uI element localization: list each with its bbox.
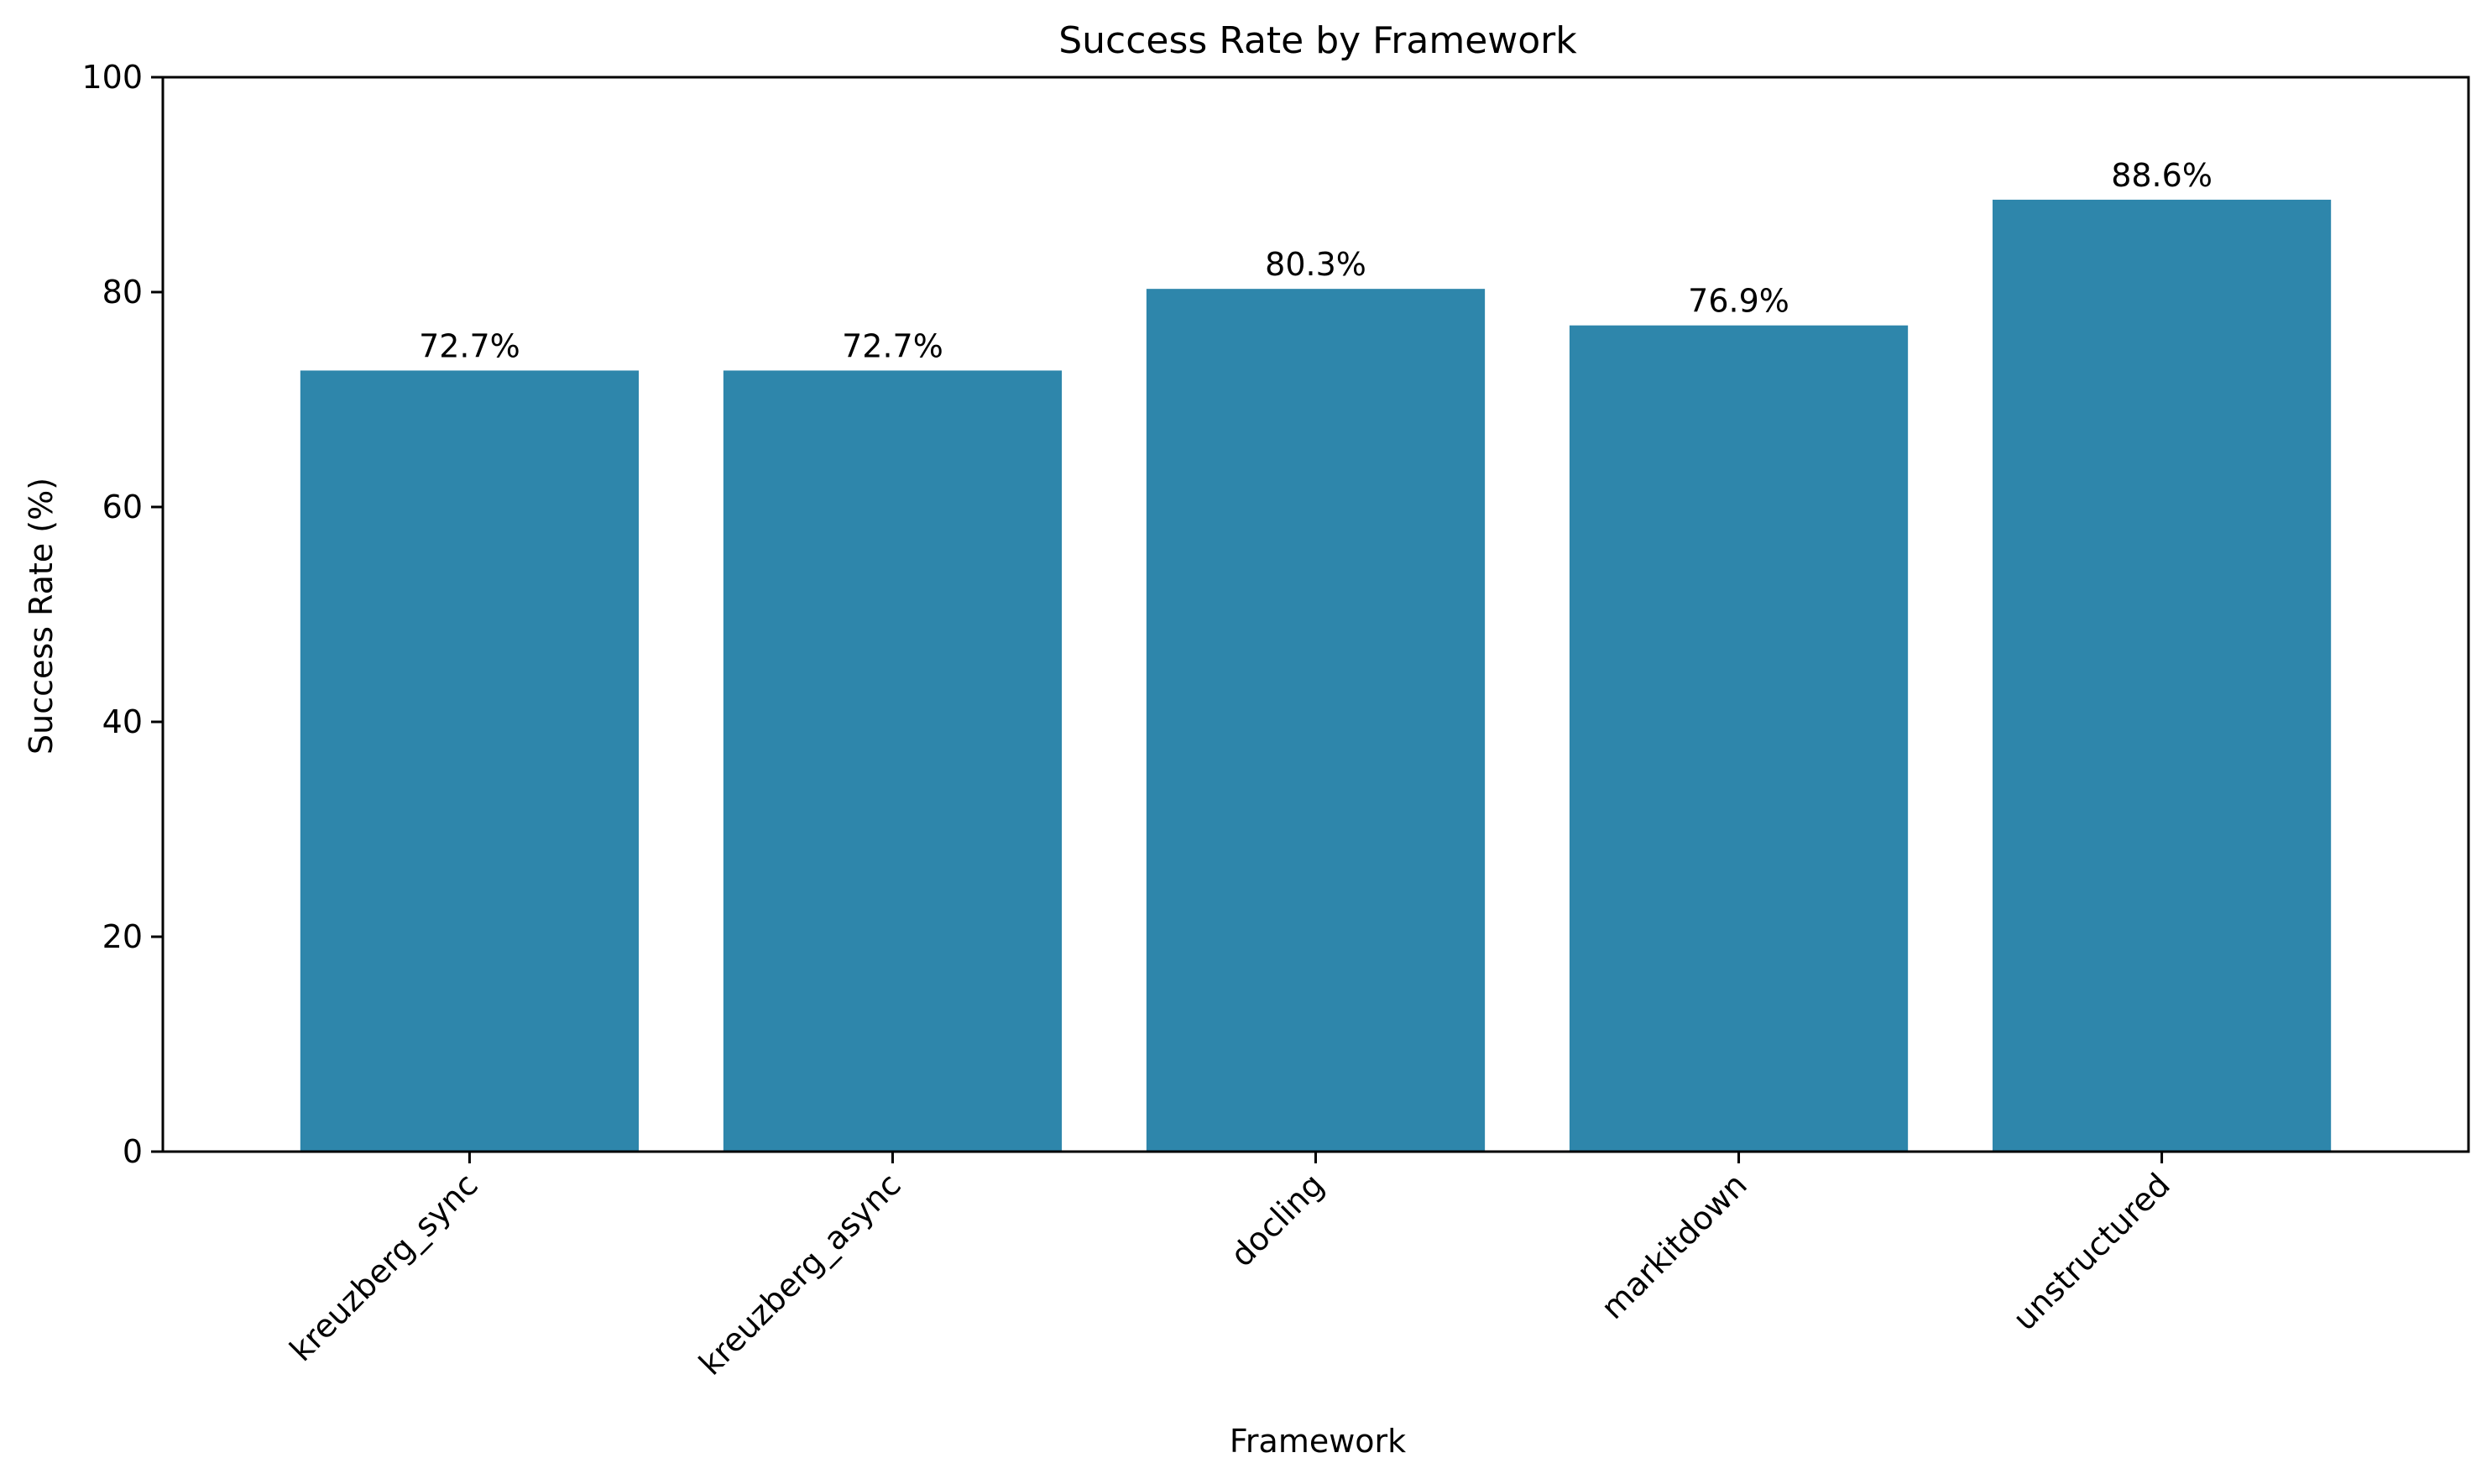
bar-value-label: 76.9% — [1688, 283, 1789, 320]
y-tick-label: 100 — [81, 59, 143, 96]
bars-group — [300, 199, 2332, 1152]
bar-value-label: 72.7% — [419, 327, 520, 364]
x-tick-label: kreuzberg_sync — [283, 1166, 485, 1368]
bar-value-label: 88.6% — [2111, 157, 2212, 194]
bar-value-labels: 72.7% 72.7% 80.3% 76.9% 88.6% — [419, 157, 2212, 365]
x-axis-ticks: kreuzberg_sync kreuzberg_async docling mark… — [283, 1152, 2177, 1382]
x-tick-label: unstructured — [2006, 1166, 2177, 1337]
bar-markitdown — [1569, 325, 1909, 1152]
y-tick-label: 40 — [102, 703, 143, 740]
bar-unstructured — [1992, 199, 2332, 1152]
y-tick-label: 20 — [102, 918, 143, 955]
bar-value-label: 80.3% — [1265, 246, 1366, 283]
x-axis-label: Framework — [1230, 1423, 1406, 1460]
x-tick-label: docling — [1223, 1166, 1330, 1273]
y-tick-label: 80 — [102, 274, 143, 311]
x-tick-label: markitdown — [1594, 1166, 1754, 1326]
y-tick-label: 0 — [123, 1133, 143, 1170]
chart-title: Success Rate by Framework — [1058, 19, 1577, 62]
bar-value-label: 72.7% — [842, 327, 943, 364]
y-tick-label: 60 — [102, 489, 143, 525]
x-tick-label: kreuzberg_async — [692, 1166, 908, 1382]
y-axis-label: Success Rate (%) — [23, 478, 60, 755]
bar-docling — [1146, 289, 1486, 1152]
bar-kreuzberg_sync — [300, 370, 640, 1152]
y-axis-ticks: 0 20 40 60 80 100 — [81, 59, 163, 1170]
bar-kreuzberg_async — [723, 370, 1063, 1152]
